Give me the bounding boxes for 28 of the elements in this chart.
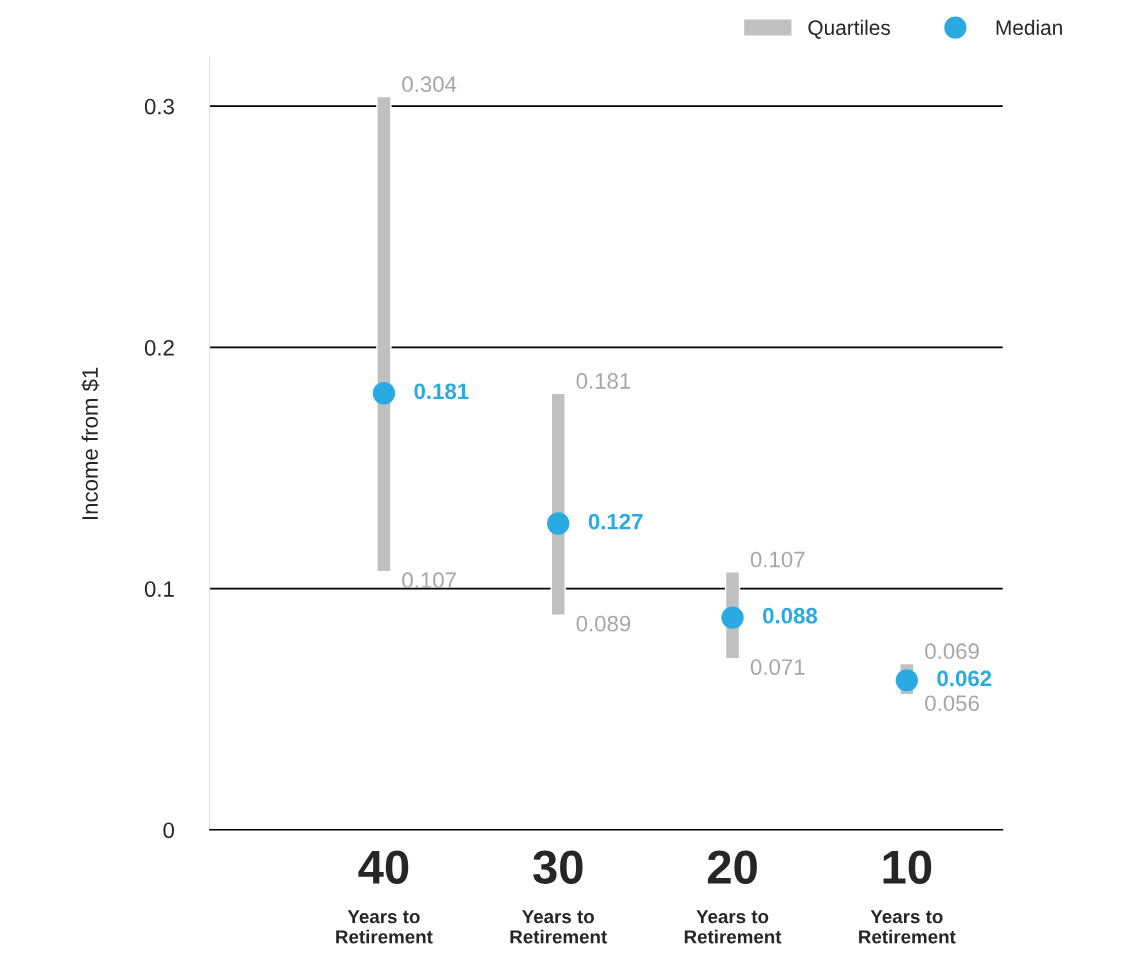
legend-label: Quartiles: [808, 19, 891, 39]
y-tick-label: 0.3: [144, 98, 174, 115]
annotation: 0.181: [576, 373, 631, 389]
bar: [376, 95, 392, 573]
point: [372, 382, 396, 405]
y-tick-label: 0.1: [144, 581, 174, 597]
point: [721, 606, 744, 629]
data-label: 0.088: [763, 607, 818, 624]
annotation: 0.304: [402, 76, 457, 93]
data-label: 0.181: [414, 383, 469, 400]
point: [547, 512, 570, 535]
annotation: 0.107: [750, 551, 805, 568]
x-tick-label: 10 Years to Retirement: [859, 850, 956, 944]
y-tick-label: 0: [163, 822, 175, 839]
y-axis-title: Income from $1: [81, 367, 100, 520]
data-label: 0.127: [588, 513, 643, 530]
x-tick-label: 40 Years to Retirement: [336, 850, 433, 944]
annotation: 0.107: [402, 572, 456, 589]
annotation: 0.071: [750, 659, 805, 675]
x-tick-label: 20 Years to Retirement: [684, 850, 782, 944]
legend-label: Median: [996, 19, 1062, 36]
y-tick-label: 0.2: [144, 339, 174, 356]
annotation: 0.056: [925, 695, 979, 712]
data-label: 0.062: [937, 670, 992, 687]
x-tick-label: 30 Years to Retirement: [510, 850, 607, 944]
annotation: 0.089: [576, 615, 631, 632]
point: [895, 669, 919, 692]
annotation: 0.069: [925, 643, 979, 660]
